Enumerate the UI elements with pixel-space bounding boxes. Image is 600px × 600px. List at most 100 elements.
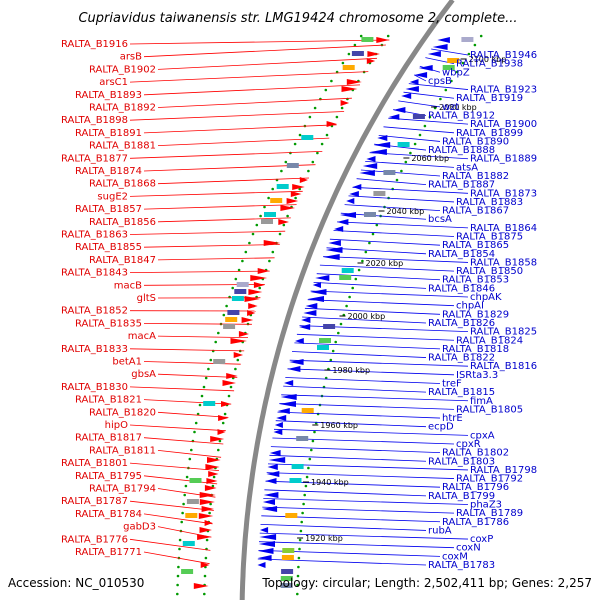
gene-label-reverse[interactable]: coxP [470,534,493,545]
gene-label-reverse[interactable]: RALTA_B1889 [470,154,537,165]
gene-label-reverse[interactable]: bcsA [428,214,452,225]
gene-label-forward[interactable]: RALTA_B1811 [89,445,156,456]
gene-label-forward[interactable]: RALTA_B1881 [89,141,156,152]
gene-label-reverse[interactable]: RALTA_B1826 [428,318,495,329]
gene-label-forward[interactable]: RALTA_B1892 [89,103,156,114]
gene-label-forward[interactable]: RALTA_B1833 [61,344,128,355]
gene-label-forward[interactable]: RALTA_B1794 [89,484,156,495]
gene-label-forward[interactable]: arsC1 [99,77,128,88]
gene-label-reverse[interactable]: RALTA_B1825 [470,327,537,338]
gene-label-forward[interactable]: RALTA_B1893 [75,90,142,101]
gene-label-forward[interactable]: RALTA_B1856 [89,217,156,228]
gene-label-reverse[interactable]: RALTA_B1846 [428,283,495,294]
gene-label-forward[interactable]: RALTA_B1830 [61,382,128,393]
gene-label-reverse[interactable]: RALTA_B1786 [442,517,509,528]
gene-label-reverse[interactable]: RALTA_B1873 [470,188,537,199]
gene-label-forward[interactable]: RALTA_B1916 [61,39,128,50]
gene-label-reverse[interactable]: phaZ3 [470,499,502,510]
gene-label-forward[interactable]: RALTA_B1801 [61,458,128,469]
gene-label-forward[interactable]: RALTA_B1891 [75,128,142,139]
gene-label-forward[interactable]: arsB [120,52,142,63]
gene-label-forward[interactable]: gltS [137,293,156,304]
gene-label-reverse[interactable]: RALTA_B1783 [428,560,495,571]
gene-label-reverse[interactable]: ISRta3.3 [456,370,498,381]
gene-label-reverse[interactable]: ecpD [428,422,454,433]
gene-label-reverse[interactable]: fimA [470,396,493,407]
gene-label-forward[interactable]: hipO [105,420,128,431]
gene-label-reverse[interactable]: RALTA_B1854 [428,249,495,260]
gene-label-reverse[interactable]: RALTA_B1882 [442,171,509,182]
gene-label-reverse[interactable]: RALTA_B1867 [442,206,509,217]
gene-label-reverse[interactable]: RALTA_B1858 [470,257,537,268]
gene-label-forward[interactable]: RALTA_B1874 [75,166,142,177]
gene-label-reverse[interactable]: RALTA_B1864 [470,223,537,234]
gene-label-reverse[interactable]: RALTA_B1802 [442,448,509,459]
gene-label-reverse[interactable]: rubA [428,525,452,536]
gene-label-reverse[interactable]: cpxR [456,439,481,450]
gene-label-reverse[interactable]: coxN [456,543,481,554]
gene-label-reverse[interactable]: RALTA_B1887 [428,180,495,191]
gene-label-forward[interactable]: RALTA_B1784 [75,509,142,520]
gene-label-reverse[interactable]: RALTA_B1805 [456,404,523,415]
gene-label-reverse[interactable]: RALTA_B1883 [456,197,523,208]
gene-label-reverse[interactable]: RALTA_B1803 [428,456,495,467]
gene-label-reverse[interactable]: RALTA_B1796 [442,482,509,493]
gene-label-reverse[interactable]: RALTA_B1815 [428,387,495,398]
gene-label-reverse[interactable]: RALTA_B1799 [428,491,495,502]
gene-label-reverse[interactable]: RALTA_B1912 [428,111,495,122]
gene-label-forward[interactable]: RALTA_B1898 [61,115,128,126]
gene-label-forward[interactable]: betA1 [112,357,142,368]
gene-label-reverse[interactable]: RALTA_B1829 [442,309,509,320]
gene-label-forward[interactable]: RALTA_B1776 [61,534,128,545]
gene-label-reverse[interactable]: wzt [442,102,459,113]
gene-label-forward[interactable]: RALTA_B1902 [89,64,156,75]
gene-label-forward[interactable]: gbsA [131,369,156,380]
gene-label-reverse[interactable]: RALTA_B1789 [456,508,523,519]
gene-label-reverse[interactable]: RALTA_B1798 [470,465,537,476]
gene-label-reverse[interactable]: RALTA_B1899 [456,128,523,139]
gene-label-reverse[interactable]: RALTA_B1938 [456,59,523,70]
gene-label-forward[interactable]: RALTA_B1863 [61,230,128,241]
gene-label-reverse[interactable]: htrE [442,413,463,424]
gene-label-forward[interactable]: RALTA_B1852 [61,306,128,317]
gene-label-reverse[interactable]: RALTA_B1853 [442,275,509,286]
gene-label-forward[interactable]: macA [128,331,156,342]
gene-label-reverse[interactable]: wbpZ [442,67,470,78]
gene-label-reverse[interactable]: chpAK [470,292,502,303]
gene-label-reverse[interactable]: chpAI [456,301,484,312]
gene-label-reverse[interactable]: treF [442,378,462,389]
gene-label-reverse[interactable]: RALTA_B1919 [456,93,523,104]
gene-label-reverse[interactable]: RALTA_B1865 [442,240,509,251]
gene-label-reverse[interactable]: RALTA_B1818 [442,344,509,355]
gene-label-reverse[interactable]: RALTA_B1850 [456,266,523,277]
gene-label-reverse[interactable]: RALTA_B1890 [442,136,509,147]
gene-label-reverse[interactable]: RALTA_B1875 [456,232,523,243]
gene-label-forward[interactable]: RALTA_B1857 [75,204,142,215]
gene-label-reverse[interactable]: RALTA_B1816 [470,361,537,372]
gene-label-forward[interactable]: sugE2 [97,191,128,202]
gene-label-reverse[interactable]: RALTA_B1824 [456,335,523,346]
gene-label-forward[interactable]: RALTA_B1771 [75,547,142,558]
gene-label-reverse[interactable]: atsA [456,162,478,173]
gene-label-forward[interactable]: RALTA_B1817 [75,433,142,444]
gene-label-forward[interactable]: RALTA_B1820 [89,407,156,418]
gene-label-reverse[interactable]: cpsB [428,76,452,87]
gene-label-forward[interactable]: RALTA_B1877 [61,153,128,164]
gene-label-forward[interactable]: macB [114,280,142,291]
gene-label-forward[interactable]: RALTA_B1787 [61,496,128,507]
gene-label-reverse[interactable]: RALTA_B1792 [456,474,523,485]
gene-label-forward[interactable]: RALTA_B1855 [75,242,142,253]
gene-label-forward[interactable]: RALTA_B1847 [89,255,156,266]
gene-label-reverse[interactable]: RALTA_B1900 [470,119,537,130]
gene-label-reverse[interactable]: RALTA_B1822 [428,353,495,364]
gene-label-reverse[interactable]: RALTA_B1888 [428,145,495,156]
gene-label-forward[interactable]: RALTA_B1821 [75,395,142,406]
gene-label-forward[interactable]: RALTA_B1835 [75,318,142,329]
gene-label-forward[interactable]: gabD3 [123,522,156,533]
gene-label-reverse[interactable]: RALTA_B1923 [470,85,537,96]
gene-label-reverse[interactable]: coxM [442,551,468,562]
gene-label-reverse[interactable]: cpxA [470,430,495,441]
gene-label-forward[interactable]: RALTA_B1868 [89,179,156,190]
gene-label-forward[interactable]: RALTA_B1843 [61,268,128,279]
